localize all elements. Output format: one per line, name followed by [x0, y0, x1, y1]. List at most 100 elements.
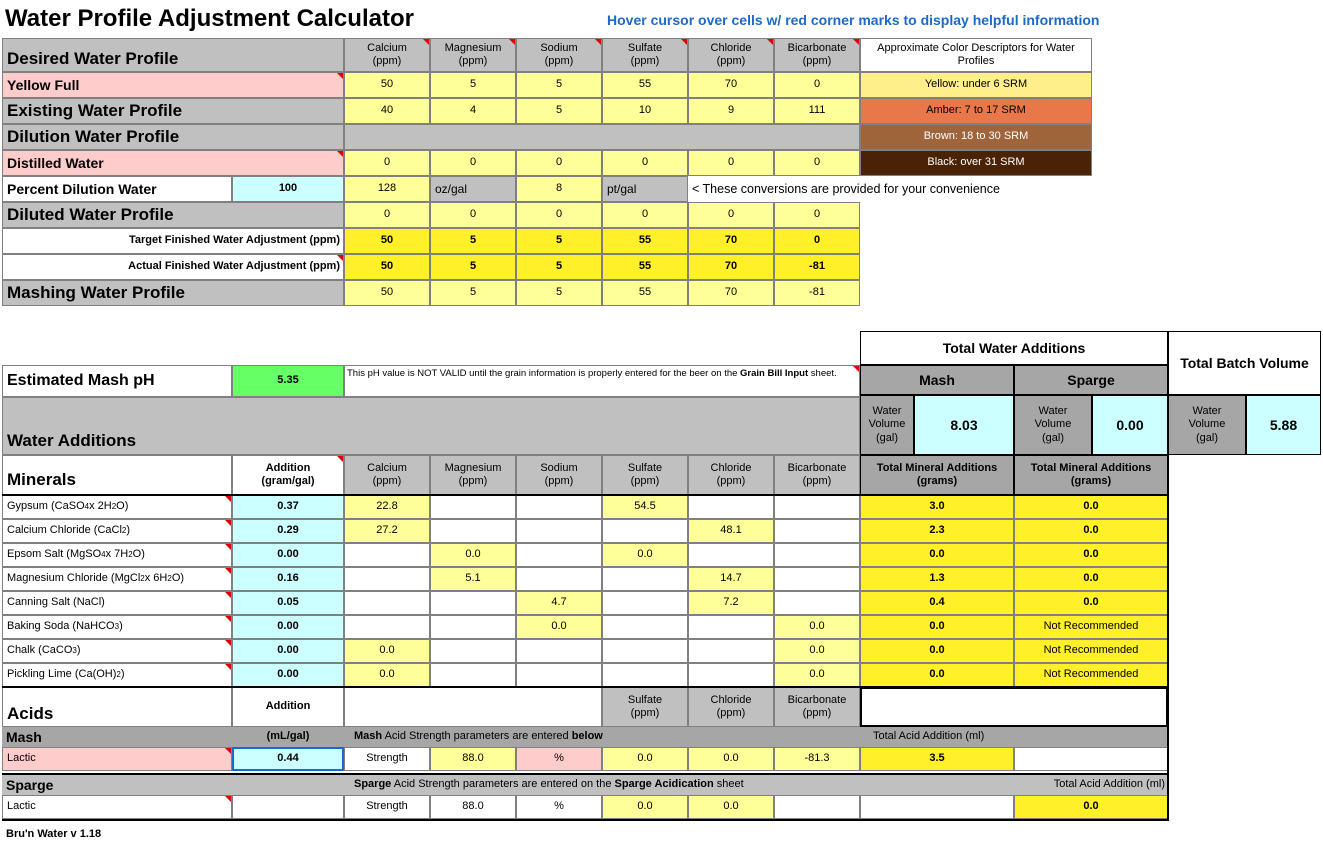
- mineral-sparge-total: Not Recommended: [1014, 615, 1168, 639]
- mineral-addition-input[interactable]: 0.00: [232, 615, 344, 639]
- target-bicarbonate: 0: [774, 228, 860, 254]
- existing-calcium[interactable]: 40: [344, 98, 430, 124]
- mineral-mash-total: 0.4: [860, 591, 1014, 615]
- mineral-ca-cell: 27.2: [344, 519, 430, 543]
- mineral-mg-cell: [430, 663, 516, 687]
- sparge-acid-type-select[interactable]: Lactic: [2, 795, 232, 819]
- acid-header-total-blank: [860, 687, 1168, 727]
- desired-profile-select[interactable]: Yellow Full: [2, 72, 344, 98]
- mineral-cl-cell: [688, 543, 774, 567]
- mash-ph-note-text: This pH value is NOT VALID until the gra…: [347, 368, 837, 379]
- dilution-profile-select[interactable]: Distilled Water: [2, 150, 344, 176]
- mineral-sparge-total: 0.0: [1014, 567, 1168, 591]
- sparge-strength-percent: %: [516, 795, 602, 819]
- sparge-acid-label: Sparge: [2, 775, 232, 795]
- mineral-sparge-total: 0.0: [1014, 543, 1168, 567]
- mash-acid-label: Mash: [2, 727, 232, 747]
- mineral-header-chloride: Chloride (ppm): [688, 455, 774, 495]
- percent-dilution-input[interactable]: 100: [232, 176, 344, 202]
- mashing-chloride: 70: [688, 280, 774, 306]
- mineral-addition-input[interactable]: 0.29: [232, 519, 344, 543]
- color-black: Black: over 31 SRM: [860, 150, 1092, 176]
- mineral-so4-cell: [602, 615, 688, 639]
- mash-total-acid-label: Total Acid Addition (ml): [860, 727, 1168, 747]
- dilution-sodium: 0: [516, 150, 602, 176]
- mineral-header-sodium: Sodium (ppm): [516, 455, 602, 495]
- mash-ph-number: 5.35: [277, 374, 299, 387]
- mash-acid-type-select[interactable]: Lactic: [2, 747, 232, 771]
- mineral-name: Magnesium Chloride (MgCl 2 x 6H 2 O): [2, 567, 232, 591]
- mineral-name: Canning Salt (NaCl): [2, 591, 232, 615]
- page-title: Water Profile Adjustment Calculator: [5, 4, 414, 32]
- total-batch-volume-title: Total Batch Volume: [1168, 331, 1321, 395]
- sparge-acid-sulfate: 0.0: [602, 795, 688, 819]
- mineral-name: Baking Soda (NaHCO 3): [2, 615, 232, 639]
- mineral-mg-cell: [430, 591, 516, 615]
- actual-adjustment-label: Actual Finished Water Adjustment (ppm): [2, 254, 344, 280]
- actual-bicarbonate: -81: [774, 254, 860, 280]
- minerals-label: Minerals: [2, 455, 232, 495]
- mineral-ca-cell: 22.8: [344, 495, 430, 519]
- mineral-addition-input[interactable]: 0.00: [232, 543, 344, 567]
- header-chloride: Chloride (ppm): [688, 38, 774, 72]
- mineral-name: Gypsum (CaSO 4 x 2H 2 O): [2, 495, 232, 519]
- mash-ph-label: Estimated Mash pH: [2, 365, 232, 397]
- mashing-calcium: 50: [344, 280, 430, 306]
- existing-bicarbonate[interactable]: 111: [774, 98, 860, 124]
- mineral-hco3-cell: [774, 495, 860, 519]
- mineral-cl-cell: 7.2: [688, 591, 774, 615]
- existing-sulfate[interactable]: 10: [602, 98, 688, 124]
- mineral-mg-cell: 5.1: [430, 567, 516, 591]
- header-bicarbonate: Bicarbonate (ppm): [774, 38, 860, 72]
- mineral-addition-input[interactable]: 0.00: [232, 663, 344, 687]
- mashing-sodium: 5: [516, 280, 602, 306]
- mineral-mg-cell: [430, 495, 516, 519]
- sparge-acid-bicarbonate: [774, 795, 860, 819]
- mineral-mash-total: 2.3: [860, 519, 1014, 543]
- target-adjustment-label: Target Finished Water Adjustment (ppm): [2, 228, 344, 254]
- existing-profile-label: Existing Water Profile: [2, 98, 344, 124]
- desired-sodium: 5: [516, 72, 602, 98]
- header-calcium: Calcium (ppm): [344, 38, 430, 72]
- mineral-mg-cell: [430, 519, 516, 543]
- mash-strength-value[interactable]: 88.0: [430, 747, 516, 771]
- mineral-addition-input[interactable]: 0.16: [232, 567, 344, 591]
- mineral-addition-input[interactable]: 0.37: [232, 495, 344, 519]
- mineral-ca-cell: 0.0: [344, 639, 430, 663]
- mineral-mash-total: 0.0: [860, 663, 1014, 687]
- mash-strength-label: Strength: [344, 747, 430, 771]
- existing-chloride[interactable]: 9: [688, 98, 774, 124]
- diluted-chloride: 0: [688, 202, 774, 228]
- mineral-ca-cell: [344, 543, 430, 567]
- existing-magnesium[interactable]: 4: [430, 98, 516, 124]
- color-amber: Amber: 7 to 17 SRM: [860, 98, 1092, 124]
- sparge-acid-note-text: Sparge Acid Strength parameters are ente…: [354, 778, 744, 791]
- actual-magnesium: 5: [430, 254, 516, 280]
- dilution-calcium: 0: [344, 150, 430, 176]
- header-sodium: Sodium (ppm): [516, 38, 602, 72]
- sparge-mineral-header: Total Mineral Additions (grams): [1014, 455, 1168, 495]
- mineral-addition-input[interactable]: 0.05: [232, 591, 344, 615]
- conv-pt-unit: pt/gal: [602, 176, 688, 202]
- sparge-total-acid-value: 0.0: [1014, 795, 1168, 819]
- mineral-hco3-cell: 0.0: [774, 615, 860, 639]
- mineral-mg-cell: [430, 639, 516, 663]
- mineral-mash-total: 3.0: [860, 495, 1014, 519]
- mineral-hco3-cell: [774, 591, 860, 615]
- right-rule: [1167, 455, 1169, 821]
- mineral-sparge-total: Not Recommended: [1014, 663, 1168, 687]
- mash-acid-amount-input[interactable]: 0.44: [232, 747, 344, 771]
- mineral-ca-cell: [344, 615, 430, 639]
- desired-magnesium: 5: [430, 72, 516, 98]
- mineral-cl-cell: [688, 615, 774, 639]
- mineral-ca-cell: [344, 591, 430, 615]
- mineral-mash-total: 0.0: [860, 543, 1014, 567]
- target-sodium: 5: [516, 228, 602, 254]
- mash-acid-sulfate: 0.0: [602, 747, 688, 771]
- mineral-addition-input[interactable]: 0.00: [232, 639, 344, 663]
- mineral-so4-cell: [602, 663, 688, 687]
- mashing-magnesium: 5: [430, 280, 516, 306]
- diluted-bicarbonate: 0: [774, 202, 860, 228]
- existing-sodium[interactable]: 5: [516, 98, 602, 124]
- actual-sodium: 5: [516, 254, 602, 280]
